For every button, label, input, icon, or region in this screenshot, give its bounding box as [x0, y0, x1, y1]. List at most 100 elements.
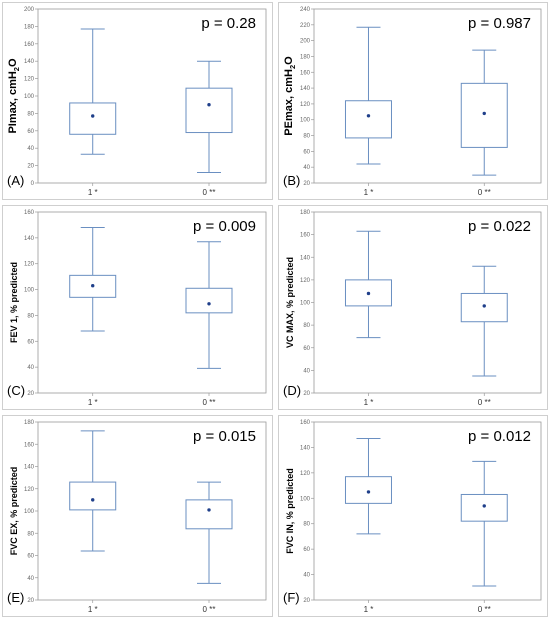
- y-axis-title-tail: O: [283, 56, 295, 65]
- box-group-group-0: [460, 460, 508, 587]
- y-tick-label: 160: [300, 233, 311, 239]
- y-tick-label: 240: [300, 7, 311, 13]
- y-axis-title-subscript: 2: [12, 67, 21, 71]
- y-tick-label: 60: [303, 346, 310, 352]
- box-group-group-1: [344, 230, 392, 339]
- y-tick-label: 80: [27, 313, 34, 319]
- box-plot-f: 20 40 60 80 100 120 140 160 1 * 0 ** p = 0.012 FVC …: [283, 420, 542, 614]
- y-tick-label: 120: [24, 262, 35, 268]
- y-tick-label: 40: [303, 368, 310, 374]
- y-axis-title-main: PImax, cmH: [7, 71, 19, 133]
- x-category-label: 1 *: [88, 605, 98, 614]
- y-axis-title: PEmax, cmH2O: [283, 56, 297, 136]
- panel-letter: (E): [7, 590, 24, 605]
- x-category-label: 0 **: [478, 398, 491, 407]
- y-tick-label: 140: [300, 255, 311, 261]
- y-axis-title: FEV 1, % predicted: [9, 262, 19, 343]
- box-group-group-1: [344, 26, 392, 165]
- y-axis-title: FVC IN, % predicted: [285, 468, 295, 554]
- panel-letter: (C): [7, 383, 25, 398]
- y-tick-label: 120: [300, 471, 311, 477]
- y-axis-title-main: VC MAX, % predicted: [285, 257, 295, 348]
- y-tick-label: 140: [24, 465, 35, 471]
- y-axis-title: VC MAX, % predicted: [285, 257, 295, 348]
- box-group-group-1: [69, 28, 117, 155]
- y-axis-title-main: FEV 1, % predicted: [9, 262, 19, 343]
- mean-marker: [91, 283, 95, 288]
- y-axis-title-tail: O: [7, 58, 19, 67]
- y-tick-label: 120: [24, 487, 35, 493]
- p-value-label: p = 0.009: [193, 218, 256, 235]
- plot-area-frame: [313, 421, 542, 601]
- y-axis-title-subscript: 2: [288, 65, 297, 69]
- chart-panel-e: 20 40 60 80 100 120 140 160 180 1 * 0 ** p = 0.015 F…: [2, 415, 273, 617]
- y-tick-label: 200: [300, 39, 311, 45]
- x-category-label: 0 **: [478, 188, 491, 197]
- y-axis-title: PImax, cmH2O: [7, 58, 21, 134]
- p-value-label: p = 0.28: [201, 15, 256, 32]
- p-value-label: p = 0.012: [468, 428, 531, 445]
- y-tick-label: 140: [24, 59, 35, 65]
- box-group-group-0: [185, 241, 233, 369]
- x-category-label: 1 *: [88, 398, 98, 407]
- y-tick-label: 20: [27, 598, 34, 604]
- p-value-label: p = 0.022: [468, 218, 531, 235]
- y-tick-label: 160: [24, 42, 35, 48]
- iqr-box: [185, 499, 233, 530]
- plot-area-frame: [313, 8, 542, 184]
- y-tick-label: 160: [24, 442, 35, 448]
- iqr-box: [344, 476, 392, 504]
- mean-marker: [366, 490, 371, 494]
- y-tick-label: 160: [24, 210, 35, 216]
- iqr-box: [185, 87, 233, 134]
- y-tick-label: 140: [300, 445, 311, 451]
- mean-marker: [482, 304, 486, 308]
- p-value-label: p = 0.015: [193, 428, 256, 445]
- y-tick-label: 100: [300, 496, 311, 502]
- iqr-box: [69, 102, 117, 135]
- x-category-label: 0 **: [203, 398, 216, 407]
- y-tick-label: 20: [27, 164, 34, 170]
- y-tick-label: 120: [300, 278, 311, 284]
- panel-letter: (B): [283, 173, 300, 188]
- y-axis-title: FVC EX, % predicted: [9, 467, 19, 556]
- x-category-label: 0 **: [478, 605, 491, 614]
- chart-panel-d: 20 40 60 80 100 120 140 160 180 1 * 0 ** p = 0.022 V…: [278, 205, 548, 410]
- y-tick-label: 120: [24, 77, 35, 83]
- mean-marker: [366, 291, 371, 296]
- chart-panel-c: 20 40 60 80 100 120 140 160 1 * 0 ** p = 0.009 FEV …: [2, 205, 273, 410]
- y-tick-label: 140: [300, 86, 311, 92]
- box-group-group-0: [460, 49, 508, 176]
- x-category-label: 0 **: [203, 188, 216, 197]
- iqr-box: [460, 82, 508, 148]
- box-plot-d: 20 40 60 80 100 120 140 160 180 1 * 0 ** p = 0.022 V…: [283, 210, 542, 407]
- y-tick-label: 80: [27, 531, 34, 537]
- y-tick-label: 120: [300, 102, 311, 108]
- mean-marker: [207, 103, 211, 107]
- y-tick-label: 100: [24, 94, 35, 100]
- y-tick-label: 60: [27, 554, 34, 560]
- iqr-box: [460, 493, 508, 522]
- y-tick-label: 140: [24, 236, 35, 242]
- y-tick-label: 60: [303, 547, 310, 553]
- chart-panel-a: 0 20 40 60 80 100 120 140 160 180 200 1 * 0 ** p = 0.…: [2, 2, 273, 200]
- y-axis-title-main: PEmax, cmH: [283, 69, 295, 136]
- p-value-label: p = 0.987: [468, 15, 531, 32]
- box-plot-a: 0 20 40 60 80 100 120 140 160 180 200 1 * 0 ** p = 0.…: [7, 7, 267, 197]
- mean-marker: [91, 498, 95, 502]
- y-tick-label: 20: [303, 391, 310, 397]
- box-group-group-1: [69, 430, 117, 552]
- box-plot-c: 20 40 60 80 100 120 140 160 1 * 0 ** p = 0.009 FEV …: [7, 210, 267, 407]
- y-tick-label: 180: [300, 54, 311, 60]
- plot-area-frame: [37, 211, 267, 394]
- y-tick-label: 180: [300, 210, 311, 216]
- y-tick-label: 100: [300, 118, 311, 124]
- y-tick-label: 80: [303, 522, 310, 528]
- y-tick-label: 180: [24, 420, 35, 426]
- y-tick-label: 20: [303, 598, 310, 604]
- iqr-box: [185, 287, 233, 314]
- y-tick-label: 100: [300, 301, 311, 307]
- y-tick-label: 40: [303, 573, 310, 579]
- y-axis-title-main: FVC IN, % predicted: [285, 468, 295, 554]
- box-plot-e: 20 40 60 80 100 120 140 160 180 1 * 0 ** p = 0.015 F…: [7, 420, 267, 614]
